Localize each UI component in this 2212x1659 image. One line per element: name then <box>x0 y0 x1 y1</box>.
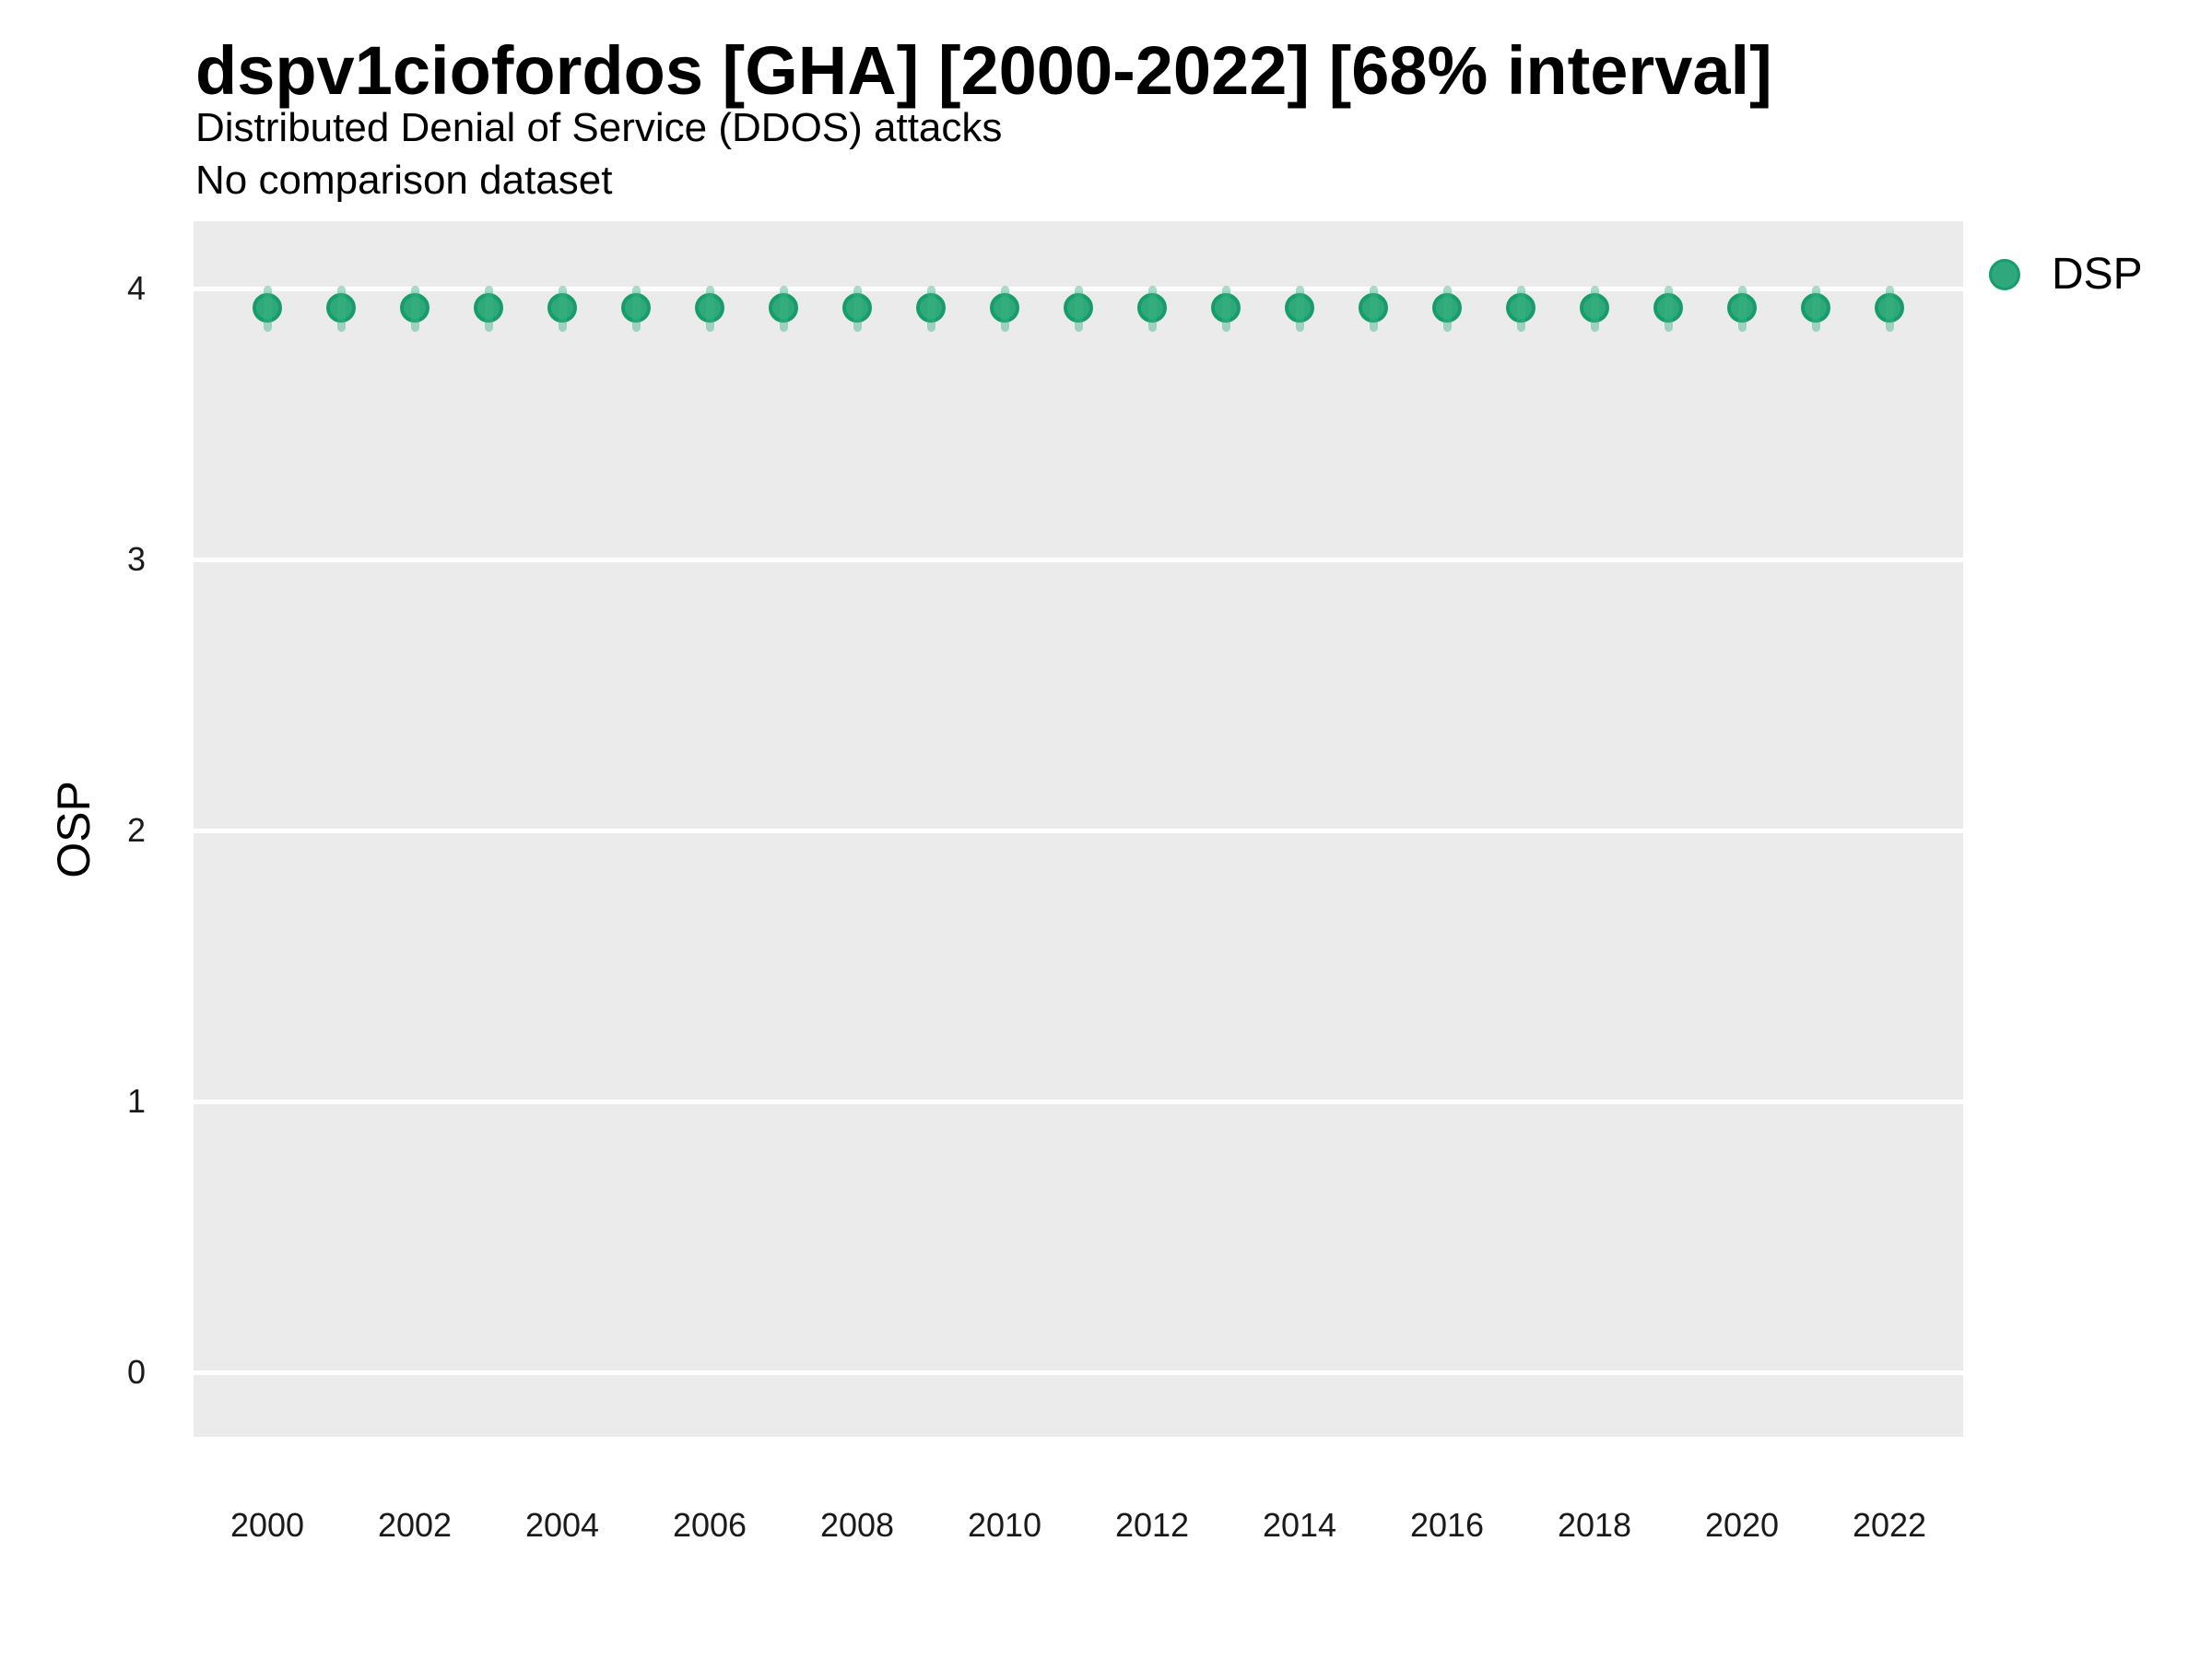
x-tick-label-2014: 2014 <box>1262 1506 1337 1544</box>
interval-bar-2000 <box>263 286 272 333</box>
x-tick-label-2010: 2010 <box>967 1506 1042 1544</box>
x-tick-label-2016: 2016 <box>1409 1506 1485 1544</box>
gridline-y-0 <box>194 1370 1963 1375</box>
interval-bar-2022 <box>1885 286 1894 333</box>
gridline-y-1 <box>194 1099 1963 1104</box>
y-tick-label-0: 0 <box>126 1353 146 1391</box>
interval-bar-2015 <box>1369 286 1378 333</box>
plot-panel <box>194 221 1963 1437</box>
data-point-2002 <box>400 292 429 323</box>
interval-bar-2020 <box>1737 286 1747 333</box>
x-tick-label-2006: 2006 <box>672 1506 747 1544</box>
legend-marker-icon <box>1989 259 2020 290</box>
interval-bar-2001 <box>336 286 346 333</box>
interval-bar-2006 <box>705 286 714 333</box>
data-point-2013 <box>1211 292 1241 323</box>
interval-bar-2013 <box>1221 286 1230 333</box>
comparison-note: No comparison dataset <box>195 158 613 203</box>
interval-bar-2009 <box>926 286 935 333</box>
data-point-2018 <box>1580 292 1609 323</box>
x-tick-label-2002: 2002 <box>377 1506 453 1544</box>
data-point-2006 <box>695 292 724 323</box>
data-point-2001 <box>326 292 356 323</box>
interval-bar-2016 <box>1442 286 1452 333</box>
data-point-2017 <box>1506 292 1535 323</box>
data-point-2015 <box>1359 292 1388 323</box>
interval-bar-2014 <box>1295 286 1304 333</box>
data-point-2021 <box>1801 292 1830 323</box>
data-point-2019 <box>1653 292 1683 323</box>
interval-bar-2011 <box>1074 286 1083 333</box>
interval-bar-2008 <box>853 286 862 333</box>
x-tick-label-2018: 2018 <box>1557 1506 1632 1544</box>
gridline-y-3 <box>194 557 1963 562</box>
data-point-2011 <box>1064 292 1093 323</box>
data-point-2005 <box>621 292 651 323</box>
y-tick-label-4: 4 <box>126 269 146 307</box>
y-tick-label-2: 2 <box>126 811 146 849</box>
interval-bar-2019 <box>1664 286 1673 333</box>
gridline-y-2 <box>194 828 1963 833</box>
data-point-2014 <box>1285 292 1314 323</box>
interval-bar-2003 <box>484 286 493 333</box>
x-tick-label-2012: 2012 <box>1114 1506 1190 1544</box>
data-point-2008 <box>842 292 872 323</box>
interval-bar-2012 <box>1147 286 1157 333</box>
interval-bar-2005 <box>631 286 641 333</box>
data-point-2016 <box>1432 292 1462 323</box>
y-tick-label-1: 1 <box>126 1082 146 1120</box>
data-point-2020 <box>1727 292 1757 323</box>
data-point-2000 <box>253 292 282 323</box>
legend-label-dsp: DSP <box>2052 250 2143 299</box>
data-point-2007 <box>769 292 798 323</box>
data-point-2022 <box>1875 292 1904 323</box>
interval-bar-2021 <box>1811 286 1820 333</box>
interval-bar-2002 <box>410 286 419 333</box>
y-tick-label-3: 3 <box>126 540 146 578</box>
x-tick-label-2000: 2000 <box>229 1506 305 1544</box>
data-point-2003 <box>474 292 503 323</box>
x-tick-label-2008: 2008 <box>819 1506 895 1544</box>
data-point-2010 <box>990 292 1019 323</box>
x-tick-label-2020: 2020 <box>1704 1506 1780 1544</box>
data-point-2009 <box>916 292 946 323</box>
data-point-2012 <box>1137 292 1167 323</box>
data-point-2004 <box>547 292 577 323</box>
chart-subtitle: Distributed Denial of Service (DDOS) att… <box>195 105 1003 150</box>
interval-bar-2017 <box>1516 286 1525 333</box>
interval-bar-2010 <box>1000 286 1009 333</box>
chart-title: dspv1ciofordos [GHA] [2000-2022] [68% in… <box>195 32 1772 109</box>
interval-bar-2018 <box>1590 286 1599 333</box>
x-tick-label-2022: 2022 <box>1852 1506 1927 1544</box>
interval-bar-2007 <box>779 286 788 333</box>
interval-bar-2004 <box>558 286 567 333</box>
gridline-y-4 <box>194 286 1963 291</box>
legend: DSP <box>1989 253 2143 297</box>
x-tick-label-2004: 2004 <box>524 1506 600 1544</box>
